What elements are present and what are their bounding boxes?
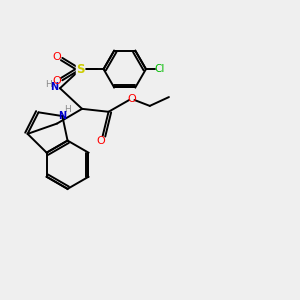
- Text: Cl: Cl: [154, 64, 164, 74]
- Text: O: O: [53, 52, 62, 62]
- Text: O: O: [127, 94, 136, 103]
- Text: O: O: [97, 136, 106, 146]
- Text: N: N: [58, 111, 66, 121]
- Text: H: H: [45, 80, 52, 89]
- Text: S: S: [76, 63, 85, 76]
- Text: N: N: [51, 82, 59, 92]
- Text: H: H: [64, 105, 71, 114]
- Text: O: O: [53, 76, 62, 86]
